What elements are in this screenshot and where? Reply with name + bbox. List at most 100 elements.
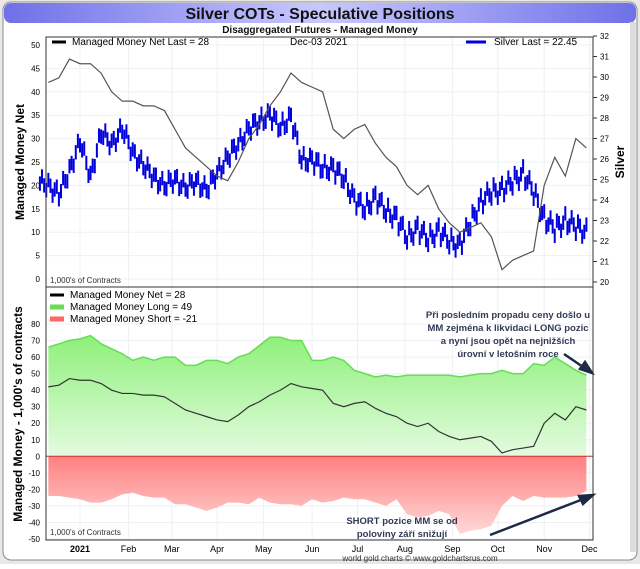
legend-short: Managed Money Short = -21	[70, 314, 197, 325]
silver-bar	[528, 170, 531, 185]
silver-bar	[216, 165, 219, 180]
silver-bar	[157, 179, 160, 195]
x-tick-label: Oct	[491, 544, 506, 554]
y-tick-label-right: 20	[600, 278, 609, 287]
silver-bar	[557, 215, 560, 231]
y-tick-label-bottom: -40	[28, 518, 40, 527]
silver-bar	[264, 114, 267, 129]
silver-bar	[384, 208, 387, 223]
silver-bar	[57, 192, 60, 207]
silver-bar	[201, 182, 204, 197]
y-tick-label-bottom: 10	[31, 436, 40, 445]
long-note-line: MM zejména k likvidaci LONG pozic	[427, 323, 588, 334]
silver-bar	[543, 204, 546, 219]
footer-credit: world gold charts © www.goldchartsrus.co…	[341, 554, 498, 563]
silver-bar	[144, 164, 147, 179]
silver-bar	[165, 181, 168, 197]
silver-bar	[435, 222, 438, 237]
silver-bar	[486, 181, 489, 196]
silver-bar	[399, 216, 402, 231]
y-tick-label-left: 30	[31, 135, 40, 144]
legend-silver: Silver Last = 22.45	[494, 37, 578, 48]
y-tick-label-left: 25	[31, 158, 40, 167]
silver-bar	[275, 110, 278, 125]
silver-bar	[412, 231, 415, 246]
silver-bar	[222, 159, 225, 175]
silver-bar	[249, 126, 252, 141]
y-tick-label-bottom: 20	[31, 419, 40, 428]
silver-bar	[218, 157, 221, 172]
title-bar	[4, 3, 636, 23]
y-tick-label-left: 15	[31, 205, 40, 214]
y-tick-label-bottom: 50	[31, 370, 40, 379]
silver-bar	[393, 205, 396, 221]
long-note-line: úrovní v letošním roce	[457, 349, 558, 360]
silver-bar	[555, 213, 558, 228]
y-tick-label-right: 26	[600, 155, 609, 164]
silver-bar	[431, 229, 434, 244]
silver-bar	[488, 188, 491, 203]
annotation-arrows	[489, 352, 597, 537]
silver-bar	[283, 120, 286, 135]
silver-bar	[79, 138, 81, 153]
silver-bar	[515, 169, 518, 185]
y-tick-label-bottom: 70	[31, 337, 40, 346]
short-area	[48, 456, 587, 535]
silver-bar	[551, 219, 554, 234]
silver-bar	[541, 205, 544, 221]
long-note-line: Při posledním propadu ceny došlo u	[426, 310, 590, 321]
silver-bar	[568, 218, 571, 233]
legend-long: Managed Money Long = 49	[70, 302, 192, 313]
short-arrow-head	[577, 493, 597, 507]
silver-bar	[545, 219, 548, 235]
scrollbar[interactable]	[630, 22, 636, 552]
silver-bar	[72, 158, 75, 173]
silver-bar	[585, 217, 588, 232]
silver-bar	[127, 134, 130, 150]
silver-bar	[131, 142, 134, 157]
silver-bar	[104, 123, 107, 138]
silver-bar	[60, 183, 63, 199]
silver-bar	[477, 197, 480, 212]
silver-bar	[517, 176, 520, 191]
silver-bar	[313, 161, 316, 176]
silver-bar	[228, 153, 231, 168]
silver-bar	[55, 179, 58, 194]
silver-bar	[321, 163, 324, 179]
y-tick-label-right: 32	[600, 32, 609, 41]
silver-bar	[258, 115, 261, 130]
silver-bar	[256, 121, 259, 136]
silver-bar	[178, 181, 181, 197]
silver-bar	[319, 164, 322, 179]
silver-bar	[184, 182, 187, 197]
silver-bar	[190, 174, 193, 189]
silver-bar	[496, 190, 499, 205]
silver-bar	[279, 121, 282, 137]
short-annotation: SHORT pozice MM se od poloviny září sniž…	[346, 516, 458, 540]
silver-bar	[446, 234, 449, 249]
silver-bar	[152, 167, 155, 182]
silver-bar	[268, 106, 271, 121]
silver-bar	[374, 185, 377, 201]
silver-bar	[490, 191, 493, 206]
silver-bar	[311, 150, 314, 165]
silver-bar	[167, 169, 170, 185]
silver-bar	[454, 243, 457, 258]
silver-bar	[437, 217, 440, 232]
silver-bar	[351, 183, 354, 198]
short-arrow	[489, 496, 587, 537]
y-tick-label-right: 23	[600, 217, 609, 226]
silver-bar	[114, 137, 117, 152]
silver-bar	[503, 187, 506, 203]
silver-bar	[97, 128, 100, 143]
silver-bar	[492, 177, 495, 192]
silver-bar	[41, 169, 44, 184]
silver-bar	[154, 167, 157, 182]
silver-bar	[62, 170, 65, 186]
silver-bar	[406, 235, 409, 250]
silver-bar	[89, 165, 92, 181]
top-ylabel: Managed Money Net	[13, 104, 27, 220]
y-tick-label-right: 21	[600, 258, 609, 267]
silver-bar	[498, 181, 501, 197]
silver-bar	[38, 176, 41, 191]
